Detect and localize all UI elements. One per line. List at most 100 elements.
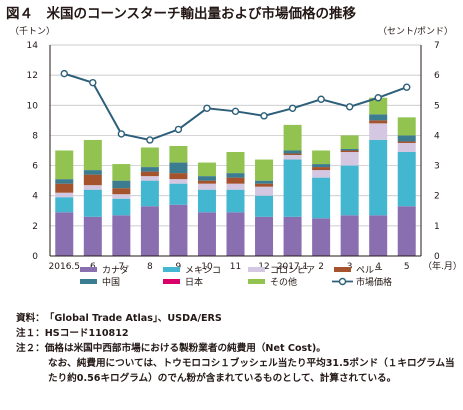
bar-segment xyxy=(55,192,74,198)
price-point xyxy=(174,125,183,134)
y2-tick-label: 4 xyxy=(434,131,440,141)
x-tick-label: 2017.1 xyxy=(277,262,309,272)
y2-tick-label: 2 xyxy=(434,192,440,202)
bar-segment xyxy=(169,183,188,205)
bar-segment xyxy=(283,159,302,217)
y-tick-label: 6 xyxy=(32,162,38,172)
chart-title: 図４ 米国のコーンスターチ輸出量および市場価格の推移 xyxy=(6,6,357,22)
bar-segment xyxy=(397,142,416,153)
bar-segment xyxy=(340,135,359,149)
price-line-path xyxy=(63,72,408,141)
bar-segment xyxy=(312,177,331,219)
bar-segment xyxy=(226,173,245,178)
grid-lines xyxy=(50,44,421,227)
price-point xyxy=(146,136,154,144)
bar-segment xyxy=(83,170,102,175)
bar-segment xyxy=(283,153,302,156)
y2-tick-label: 0 xyxy=(434,252,440,262)
price-point xyxy=(117,130,126,138)
legend-line-marker xyxy=(338,277,347,286)
x-tick-label: 5 xyxy=(404,262,410,272)
price-point xyxy=(203,104,211,113)
bar-segment xyxy=(197,212,216,256)
bar-segment xyxy=(83,189,102,217)
y2-tick-label: 1 xyxy=(434,222,440,232)
note-2-continuation: なお、純費用については、トウモロコシ１ブッシェル当たり平均31.5ポンド（１キロ… xyxy=(48,358,455,384)
note-source-label: 資料： xyxy=(16,313,45,324)
price-point xyxy=(403,83,411,91)
bar-segment xyxy=(312,164,331,168)
y2-tick-label: 6 xyxy=(434,71,440,81)
note-source-text: 「Global Trade Atlas」、USDA/ERS xyxy=(44,313,222,324)
bar-segment xyxy=(397,135,416,142)
left-axis-unit: （千トン） xyxy=(10,27,56,37)
bar-segment xyxy=(255,216,274,256)
legend-swatch xyxy=(163,267,180,272)
y-tick-label: 10 xyxy=(27,101,39,111)
y-tick-label: 12 xyxy=(27,71,38,81)
x-tick-label: 2 xyxy=(318,262,324,272)
bar-segment xyxy=(112,188,131,195)
price-line xyxy=(60,69,411,144)
note-1-label: 注１： xyxy=(16,328,45,339)
bar-segment xyxy=(340,215,359,256)
price-point xyxy=(231,107,240,116)
price-point xyxy=(89,78,97,87)
bar-segment xyxy=(197,183,216,190)
x-axis-unit: （年.月） xyxy=(423,260,462,272)
bar-segment xyxy=(197,180,216,184)
legend-label: 日本 xyxy=(185,276,203,288)
y2-tick-label: 5 xyxy=(434,101,440,111)
bar-segment xyxy=(55,212,74,256)
bar-segment xyxy=(83,185,102,190)
bar-segment xyxy=(140,206,159,256)
price-point xyxy=(374,94,382,102)
bar-segment xyxy=(340,152,359,166)
legend-label: カナダ xyxy=(102,264,129,276)
y-tick-label: 8 xyxy=(32,131,38,141)
legend-swatch xyxy=(80,267,97,272)
price-point xyxy=(260,112,268,120)
bar-segment xyxy=(312,170,331,178)
legend-label: メキシコ xyxy=(185,266,221,276)
bar-segment xyxy=(169,179,188,184)
bar-segment xyxy=(312,150,331,165)
bar-segment xyxy=(283,124,302,151)
legend-swatch xyxy=(80,279,97,284)
chart: 02468101214012345672016.567891011122017.… xyxy=(27,41,462,288)
note-1-text: HSコード110812 xyxy=(44,328,129,339)
legend-swatch xyxy=(334,267,351,272)
bar-segment xyxy=(397,141,416,143)
bar-segment xyxy=(55,150,74,180)
bar-segment xyxy=(83,139,102,171)
bar-segment xyxy=(283,216,302,256)
x-tick-label: 8 xyxy=(147,262,153,272)
price-point xyxy=(345,103,354,111)
y2-tick-label: 7 xyxy=(434,41,440,51)
bar-segment xyxy=(312,218,331,256)
bar-segment xyxy=(255,180,274,184)
note-1: 注１： HSコード110812 xyxy=(16,326,456,341)
bar-segment xyxy=(140,147,159,168)
bar-segment xyxy=(226,189,245,213)
bar-segment xyxy=(83,174,102,186)
bar-segment xyxy=(112,215,131,256)
legend-label: 市場価格 xyxy=(356,276,392,288)
bar-segment xyxy=(112,198,131,216)
bar-segment xyxy=(226,212,245,256)
bar-segment xyxy=(226,177,245,184)
bar-segment xyxy=(255,195,274,217)
bar-segment xyxy=(340,148,359,151)
bar-segment xyxy=(169,162,188,174)
bar-segment xyxy=(197,162,216,177)
bar-segment xyxy=(397,206,416,256)
bar-segment xyxy=(112,194,131,199)
axes: 02468101214012345672016.567891011122017.… xyxy=(27,41,462,272)
bar-stacks xyxy=(55,97,416,256)
bar-segment xyxy=(283,155,302,160)
legend-label: その他 xyxy=(270,276,297,288)
bar-segment xyxy=(312,167,331,171)
legend-label: 中国 xyxy=(102,276,120,288)
legend-swatch xyxy=(163,279,180,284)
bar-segment xyxy=(140,176,159,181)
